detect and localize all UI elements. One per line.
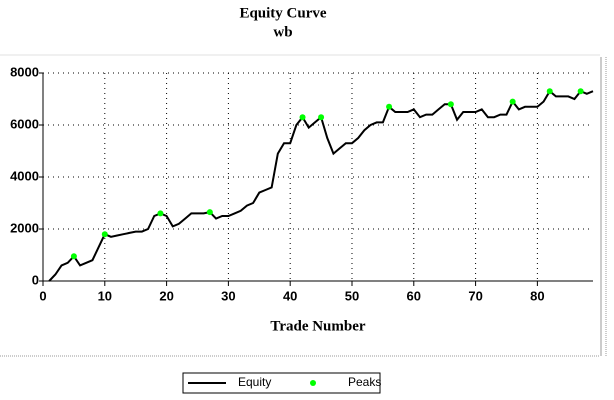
y-tick-label: 8000 <box>10 64 39 79</box>
peak-point <box>206 209 213 216</box>
x-tick-label: 40 <box>283 288 297 303</box>
chart-subtitle: wb <box>273 24 292 40</box>
x-tick-label: 70 <box>468 288 482 303</box>
x-tick-label: 60 <box>407 288 421 303</box>
x-tick-label: 30 <box>221 288 235 303</box>
legend-box <box>182 372 381 394</box>
x-tick-label: 20 <box>159 288 173 303</box>
peak-point <box>318 114 325 121</box>
legend-swatch <box>310 380 316 386</box>
x-tick-label: 50 <box>345 288 359 303</box>
peak-point <box>577 88 584 95</box>
x-tick-label: 80 <box>530 288 544 303</box>
y-tick-label: 6000 <box>10 116 39 131</box>
y-tick-label: 0 <box>32 272 39 287</box>
legend-label: Peaks <box>348 375 381 389</box>
peak-point <box>546 88 553 95</box>
y-tick-label: 2000 <box>10 220 39 235</box>
legend-label: Equity <box>238 375 271 389</box>
x-tick-label: 0 <box>39 288 46 303</box>
x-axis-label: Trade Number <box>270 318 365 334</box>
peak-point <box>299 114 306 121</box>
chart-title: Equity Curve <box>239 5 326 21</box>
peak-point <box>447 101 454 108</box>
x-tick-label: 10 <box>98 288 112 303</box>
peak-point <box>157 210 164 217</box>
peak-point <box>101 231 108 238</box>
y-tick-label: 4000 <box>10 168 39 183</box>
peak-point <box>386 103 393 110</box>
peak-point <box>509 98 516 105</box>
peak-point <box>70 253 77 260</box>
